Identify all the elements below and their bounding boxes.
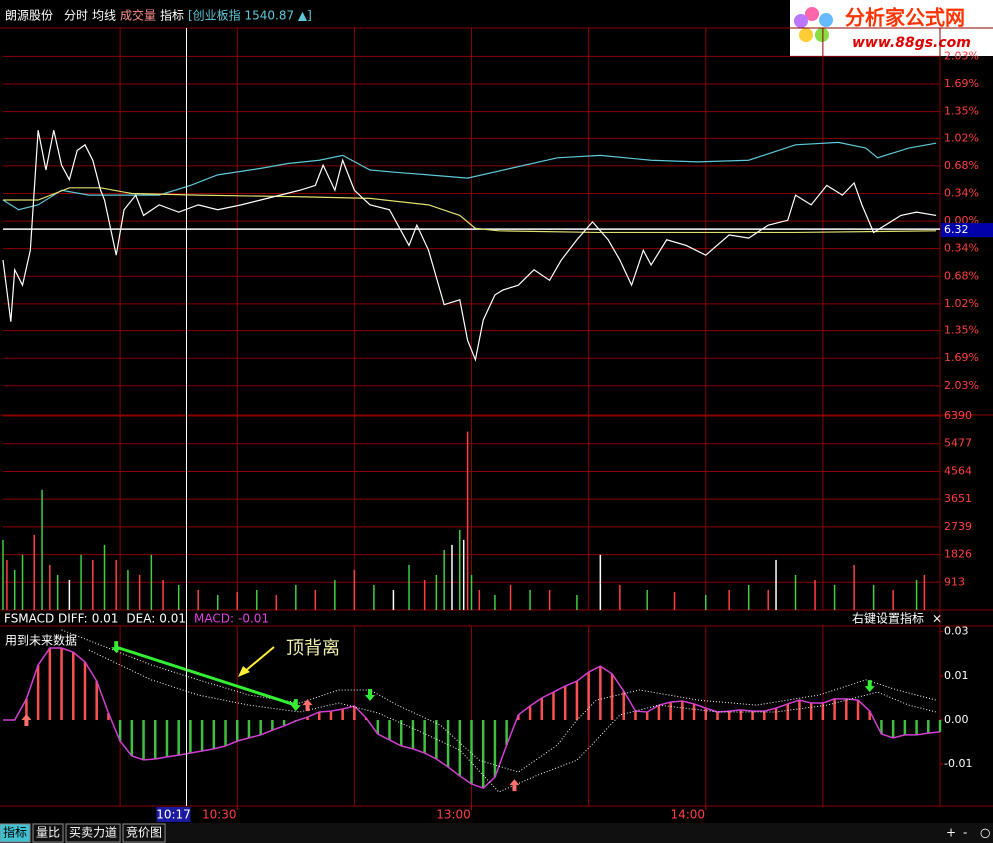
y-tick-label: 0.68% — [944, 159, 979, 172]
prev-close-box — [941, 223, 993, 238]
petal — [819, 13, 833, 27]
legend-value: -0.01 — [238, 612, 269, 626]
close-button[interactable]: × — [932, 612, 942, 626]
sell-signal — [111, 641, 122, 654]
footer-button[interactable]: ○ — [980, 826, 990, 840]
divergence-line — [115, 645, 297, 707]
tab-frame — [32, 823, 64, 843]
buy-signal — [21, 714, 32, 727]
y-tick-label: 0.01 — [944, 669, 969, 682]
prev-close-label: 6.32 — [944, 223, 969, 236]
annotation: 顶背离 — [286, 638, 340, 659]
tab[interactable]: 竞价图 — [126, 826, 162, 840]
sell-signal — [364, 689, 375, 702]
y-tick-label: 1.35% — [944, 324, 979, 337]
tab-frame — [122, 823, 166, 843]
legend-label: DEA: — [126, 612, 155, 626]
menu-item[interactable]: 分时 — [64, 9, 88, 23]
footer-button[interactable]: + — [946, 826, 956, 840]
buy-signal — [302, 699, 313, 712]
y-tick-label: 0.34% — [944, 187, 979, 200]
y-tick-label: 2.03% — [944, 379, 979, 392]
legend-value: 0.01 — [159, 612, 186, 626]
annotation-arrowhead — [238, 666, 250, 677]
footer-button[interactable]: - — [963, 826, 967, 840]
y-tick-label: 6390 — [944, 409, 972, 422]
flower-center — [809, 21, 819, 31]
macd-line — [3, 647, 941, 790]
price-line — [2, 130, 937, 362]
sell-signal — [290, 699, 301, 712]
legend-label: DIFF: — [58, 612, 88, 626]
y-tick-label: 913 — [944, 575, 965, 588]
y-tick-label: 1.02% — [944, 297, 979, 310]
y-tick-label: 2.03% — [944, 49, 979, 62]
y-tick-label: -0.01 — [944, 757, 972, 770]
signal-line — [61, 629, 937, 773]
tab-frame — [0, 823, 31, 843]
x-tick-label: 14:00 — [670, 808, 705, 822]
menu-item[interactable]: 指标 — [160, 8, 184, 23]
settings-button[interactable]: 右键设置指标 — [852, 611, 924, 626]
future-data-note: 用到未来数据 — [5, 633, 77, 648]
tab[interactable]: 买卖力道 — [69, 826, 117, 840]
tab-frame — [65, 823, 121, 843]
sell-signal — [864, 680, 875, 693]
cursor-box — [156, 807, 191, 822]
logo-title: 分析家公式网 — [845, 6, 965, 30]
y-tick-label: 0.68% — [944, 269, 979, 282]
index-label: [创业板指 1540.87 ▲] — [188, 8, 312, 23]
stock-name: 朗源股份 — [5, 9, 53, 23]
y-tick-label: 3651 — [944, 492, 972, 505]
y-tick-label: 1.69% — [944, 77, 979, 90]
tab[interactable]: 指标 — [3, 825, 27, 840]
logo-url: www.88gs.com — [852, 35, 971, 51]
price-line — [3, 187, 937, 234]
y-tick-label: 1.69% — [944, 351, 979, 364]
y-tick-label: 1826 — [944, 548, 972, 561]
y-tick-label: 1.02% — [944, 131, 979, 144]
charts: 2.03%1.69%1.35%1.02%0.68%0.34%0.00%0.34%… — [0, 27, 993, 843]
price-line — [2, 141, 937, 211]
y-tick-label: 2739 — [944, 520, 972, 533]
menu-item[interactable]: 均线 — [92, 9, 116, 23]
tab[interactable]: 量比 — [36, 826, 60, 840]
x-tick-label: 10:30 — [202, 808, 237, 822]
petal — [794, 14, 808, 28]
x-tick-label: 13:00 — [436, 808, 471, 822]
indicator-name: FSMACD — [4, 612, 54, 626]
menu-item[interactable]: 成交量 — [120, 8, 156, 23]
petal — [805, 7, 819, 21]
footer-bar — [0, 823, 993, 843]
y-tick-label: 5477 — [944, 437, 972, 450]
y-tick-label: 4564 — [944, 464, 972, 477]
y-tick-label: 1.35% — [944, 105, 979, 118]
petal — [815, 28, 829, 42]
annotation-arrow — [243, 646, 275, 673]
legend-value: 0.01 — [92, 612, 119, 626]
petal — [799, 28, 813, 42]
buy-signal — [509, 779, 520, 792]
cursor-label: 10:17 — [156, 808, 191, 822]
y-tick-label: 0.03 — [944, 625, 969, 638]
y-tick-label: 0.00 — [944, 713, 969, 726]
y-tick-label: 0.34% — [944, 242, 979, 255]
legend-label: MACD: — [194, 612, 234, 626]
